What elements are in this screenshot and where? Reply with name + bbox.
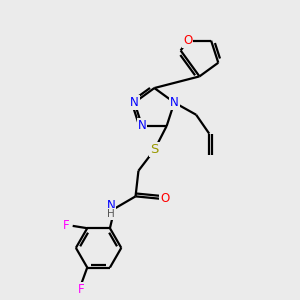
Text: N: N [170,96,179,109]
Text: N: N [130,96,139,109]
Text: O: O [160,192,169,205]
Text: F: F [63,219,70,232]
Text: N: N [107,199,116,212]
Text: S: S [150,143,159,156]
Text: O: O [183,34,193,47]
Text: N: N [138,119,146,132]
Text: H: H [107,209,115,219]
Text: F: F [78,284,85,296]
